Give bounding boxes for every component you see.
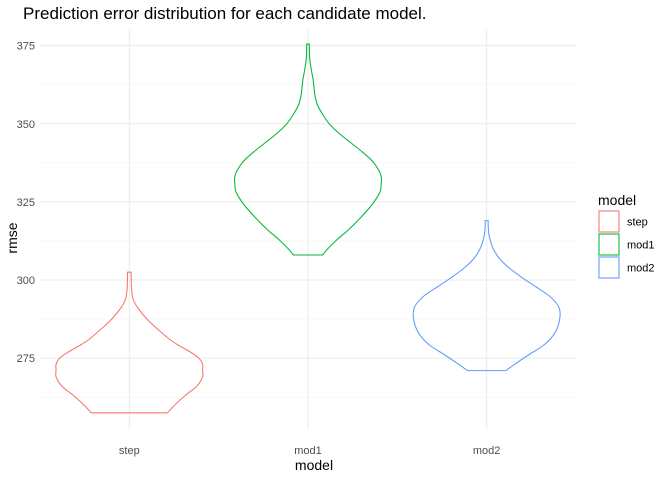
x-tick-label: mod1 xyxy=(294,445,322,457)
legend-title: model xyxy=(598,192,636,208)
legend-key-mod1 xyxy=(598,233,620,256)
legend: model step mod1 mod2 xyxy=(598,192,655,279)
y-tick-labels: 275 300 325 350 375 xyxy=(17,41,35,366)
grid-lines xyxy=(40,30,576,430)
x-tick-labels: step mod1 mod2 xyxy=(119,445,500,457)
y-tick-label: 375 xyxy=(17,41,35,53)
legend-label-step: step xyxy=(627,217,648,229)
y-tick-label: 325 xyxy=(17,197,35,209)
chart-title: Prediction error distribution for each c… xyxy=(23,4,427,23)
y-tick-label: 300 xyxy=(17,275,35,287)
y-axis-title: rmse xyxy=(4,222,20,253)
violin-mod1 xyxy=(233,43,383,256)
x-tick-label: step xyxy=(119,445,140,457)
x-tick-label: mod2 xyxy=(473,445,501,457)
legend-label-mod1: mod1 xyxy=(627,240,655,252)
legend-items: step mod1 mod2 xyxy=(598,210,655,279)
legend-key-step xyxy=(598,210,620,233)
y-tick-label: 275 xyxy=(17,353,35,365)
x-axis-title: model xyxy=(295,457,333,473)
violins xyxy=(55,43,561,414)
y-tick-label: 350 xyxy=(17,119,35,131)
violin-mod2 xyxy=(412,220,561,372)
violin-step xyxy=(55,271,204,414)
legend-key-mod2 xyxy=(598,256,620,279)
legend-label-mod2: mod2 xyxy=(627,263,655,275)
